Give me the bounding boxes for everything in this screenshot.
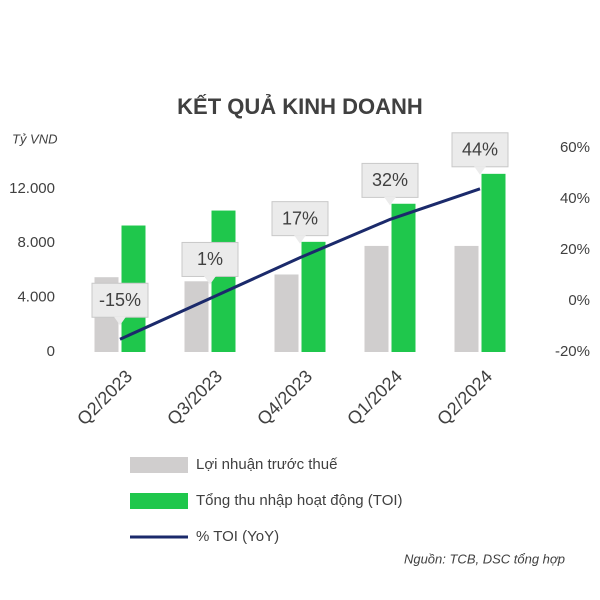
- y-tick-label: 12.000: [9, 180, 55, 197]
- bar: [301, 241, 326, 352]
- bar: [274, 274, 299, 352]
- bar: [454, 245, 479, 352]
- y2-tick-label: 0%: [568, 292, 590, 309]
- data-label: 44%: [462, 140, 498, 160]
- data-label-box: [361, 162, 419, 198]
- data-label: 1%: [197, 249, 223, 269]
- source-note: Nguồn: TCB, DSC tổng hợp: [404, 551, 565, 566]
- legend-label: Tổng thu nhập hoạt động (TOI): [196, 492, 403, 509]
- y-tick-label: 8.000: [17, 234, 55, 251]
- legend-swatch: [130, 457, 188, 473]
- x-tick-label: Q2/2023: [73, 366, 136, 429]
- bar: [184, 281, 209, 352]
- chart-title: KẾT QUẢ KINH DOANH: [177, 94, 423, 119]
- data-label-pointer: [294, 235, 306, 244]
- data-label-box: [451, 132, 509, 168]
- y-axis-label: Tỷ VND: [12, 131, 58, 146]
- y2-tick-label: 40%: [560, 190, 590, 207]
- x-tick-label: Q1/2024: [343, 366, 406, 429]
- x-tick-label: Q2/2024: [433, 366, 496, 429]
- legend-swatch: [130, 493, 188, 509]
- legend-label: Lợi nhuận trước thuế: [196, 456, 338, 473]
- bar: [391, 203, 416, 352]
- y2-tick-label: -20%: [555, 343, 590, 360]
- data-label-pointer: [114, 316, 126, 326]
- data-label: -15%: [99, 290, 141, 310]
- data-label: 17%: [282, 208, 318, 228]
- y2-tick-label: 60%: [560, 139, 590, 156]
- data-label-pointer: [474, 166, 486, 175]
- y-tick-label: 0: [47, 343, 55, 360]
- line-series: [119, 187, 481, 341]
- bar: [364, 245, 389, 352]
- y2-tick-label: 20%: [560, 241, 590, 258]
- bar: [481, 173, 506, 352]
- data-label-pointer: [384, 196, 396, 206]
- legend-label: % TOI (YoY): [196, 528, 279, 545]
- data-label: 32%: [372, 170, 408, 190]
- bar: [211, 210, 236, 352]
- data-label-pointer: [204, 275, 216, 285]
- x-tick-label: Q3/2023: [163, 366, 226, 429]
- y-tick-label: 4.000: [17, 289, 55, 306]
- x-tick-label: Q4/2023: [253, 366, 316, 429]
